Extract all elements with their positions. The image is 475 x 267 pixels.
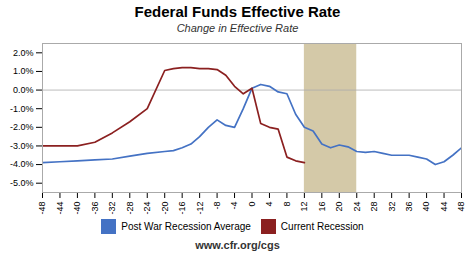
svg-text:-12: -12 xyxy=(195,202,205,215)
svg-text:-3.0%: -3.0% xyxy=(10,141,34,151)
svg-text:36: 36 xyxy=(404,202,414,212)
svg-text:0.0%: 0.0% xyxy=(13,85,34,95)
svg-text:24: 24 xyxy=(352,202,362,212)
html-text:Post War Recession Average: Post War Recession Average xyxy=(121,221,251,232)
svg-text:-2.0%: -2.0% xyxy=(10,122,34,132)
svg-text:-40: -40 xyxy=(72,202,82,215)
svg-text:-48: -48 xyxy=(37,202,47,215)
svg-text:4: 4 xyxy=(264,202,274,207)
svg-text:0: 0 xyxy=(247,202,257,207)
svg-text:-36: -36 xyxy=(90,202,100,215)
svg-text:2.0%: 2.0% xyxy=(13,48,34,58)
svg-text:44: 44 xyxy=(439,202,449,212)
html-text:Federal Funds Effective Rate: Federal Funds Effective Rate xyxy=(134,3,341,20)
svg-text:-4.0%: -4.0% xyxy=(10,159,34,169)
svg-text:-20: -20 xyxy=(160,202,170,215)
svg-text:-32: -32 xyxy=(107,202,117,215)
svg-text:48: 48 xyxy=(456,202,466,212)
svg-text:20: 20 xyxy=(334,202,344,212)
svg-text:28: 28 xyxy=(369,202,379,212)
svg-text:32: 32 xyxy=(387,202,397,212)
svg-text:16: 16 xyxy=(317,202,327,212)
svg-text:-8: -8 xyxy=(212,202,222,210)
svg-text:8: 8 xyxy=(282,202,292,207)
html-text:www.cfr.org/cgs: www.cfr.org/cgs xyxy=(195,239,280,251)
html-text:Change in Effective Rate: Change in Effective Rate xyxy=(176,22,299,34)
svg-text:-16: -16 xyxy=(177,202,187,215)
svg-text:-4: -4 xyxy=(229,202,239,210)
svg-text:-1.0%: -1.0% xyxy=(10,104,34,114)
svg-text:-24: -24 xyxy=(142,202,152,215)
svg-text:12: 12 xyxy=(299,202,309,212)
svg-text:40: 40 xyxy=(421,202,431,212)
svg-text:-5.0%: -5.0% xyxy=(10,178,34,188)
html-text:Current Recession: Current Recession xyxy=(280,221,364,232)
svg-text:1.0%: 1.0% xyxy=(13,66,34,76)
svg-text:-44: -44 xyxy=(55,202,65,215)
svg-text:-28: -28 xyxy=(125,202,135,215)
